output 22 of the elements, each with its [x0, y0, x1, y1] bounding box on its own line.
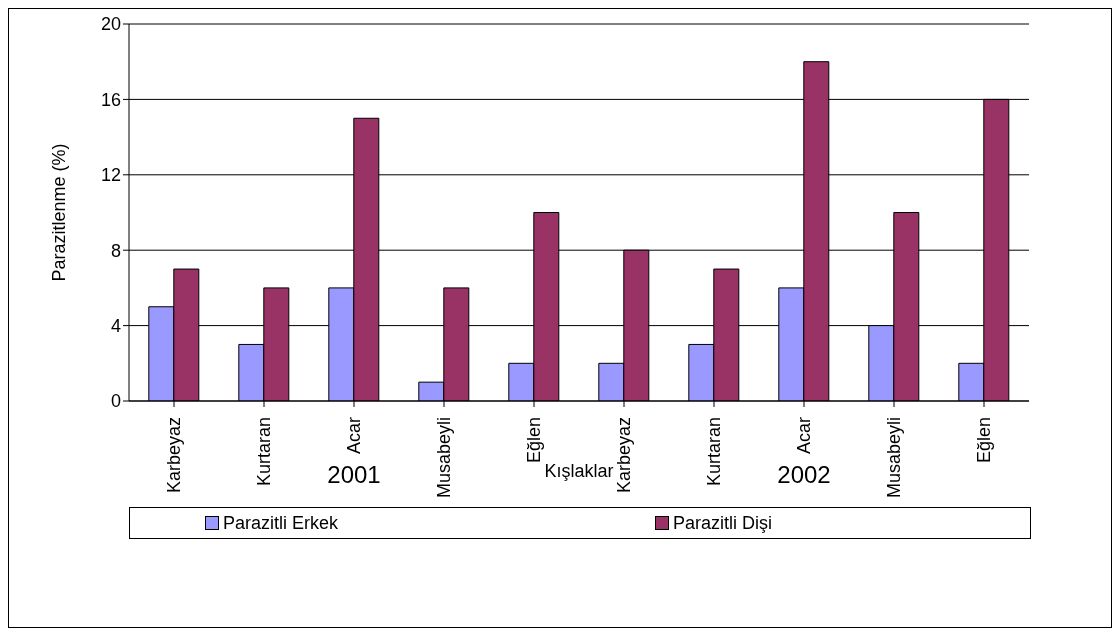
- x-tick-label: Kurtaran: [704, 417, 724, 487]
- x-tick-label: Eğlen: [524, 417, 544, 464]
- x-tick-label: Acar: [794, 417, 814, 455]
- legend-label: Parazitli Erkek: [223, 512, 339, 534]
- x-tick-label: Karbeyaz: [164, 417, 184, 494]
- x-tick-label: Eğlen: [974, 417, 994, 464]
- text: 2002: [776, 461, 832, 489]
- text: 2001: [326, 461, 382, 489]
- y-tick-label: 8: [110, 240, 121, 261]
- legend-label: Parazitli Dişi: [673, 512, 773, 534]
- y-tick-label: 16: [100, 89, 121, 110]
- x-tick-label: Karbeyaz: [614, 417, 634, 494]
- y-tick-label: 12: [100, 165, 121, 186]
- x-axis-title: Kışlaklar: [544, 461, 614, 481]
- y-tick-label: 4: [110, 315, 121, 336]
- y-tick-label: 20: [100, 14, 121, 35]
- x-tick-label: Kurtaran: [254, 417, 274, 487]
- x-tick-label: Acar: [344, 417, 364, 455]
- y-tick-label: 0: [110, 391, 121, 412]
- x-tick-label: Musabeyli: [434, 417, 454, 499]
- x-tick-label: Musabeyli: [884, 417, 904, 499]
- y-axis-title: Parazitlenme (%): [49, 143, 70, 282]
